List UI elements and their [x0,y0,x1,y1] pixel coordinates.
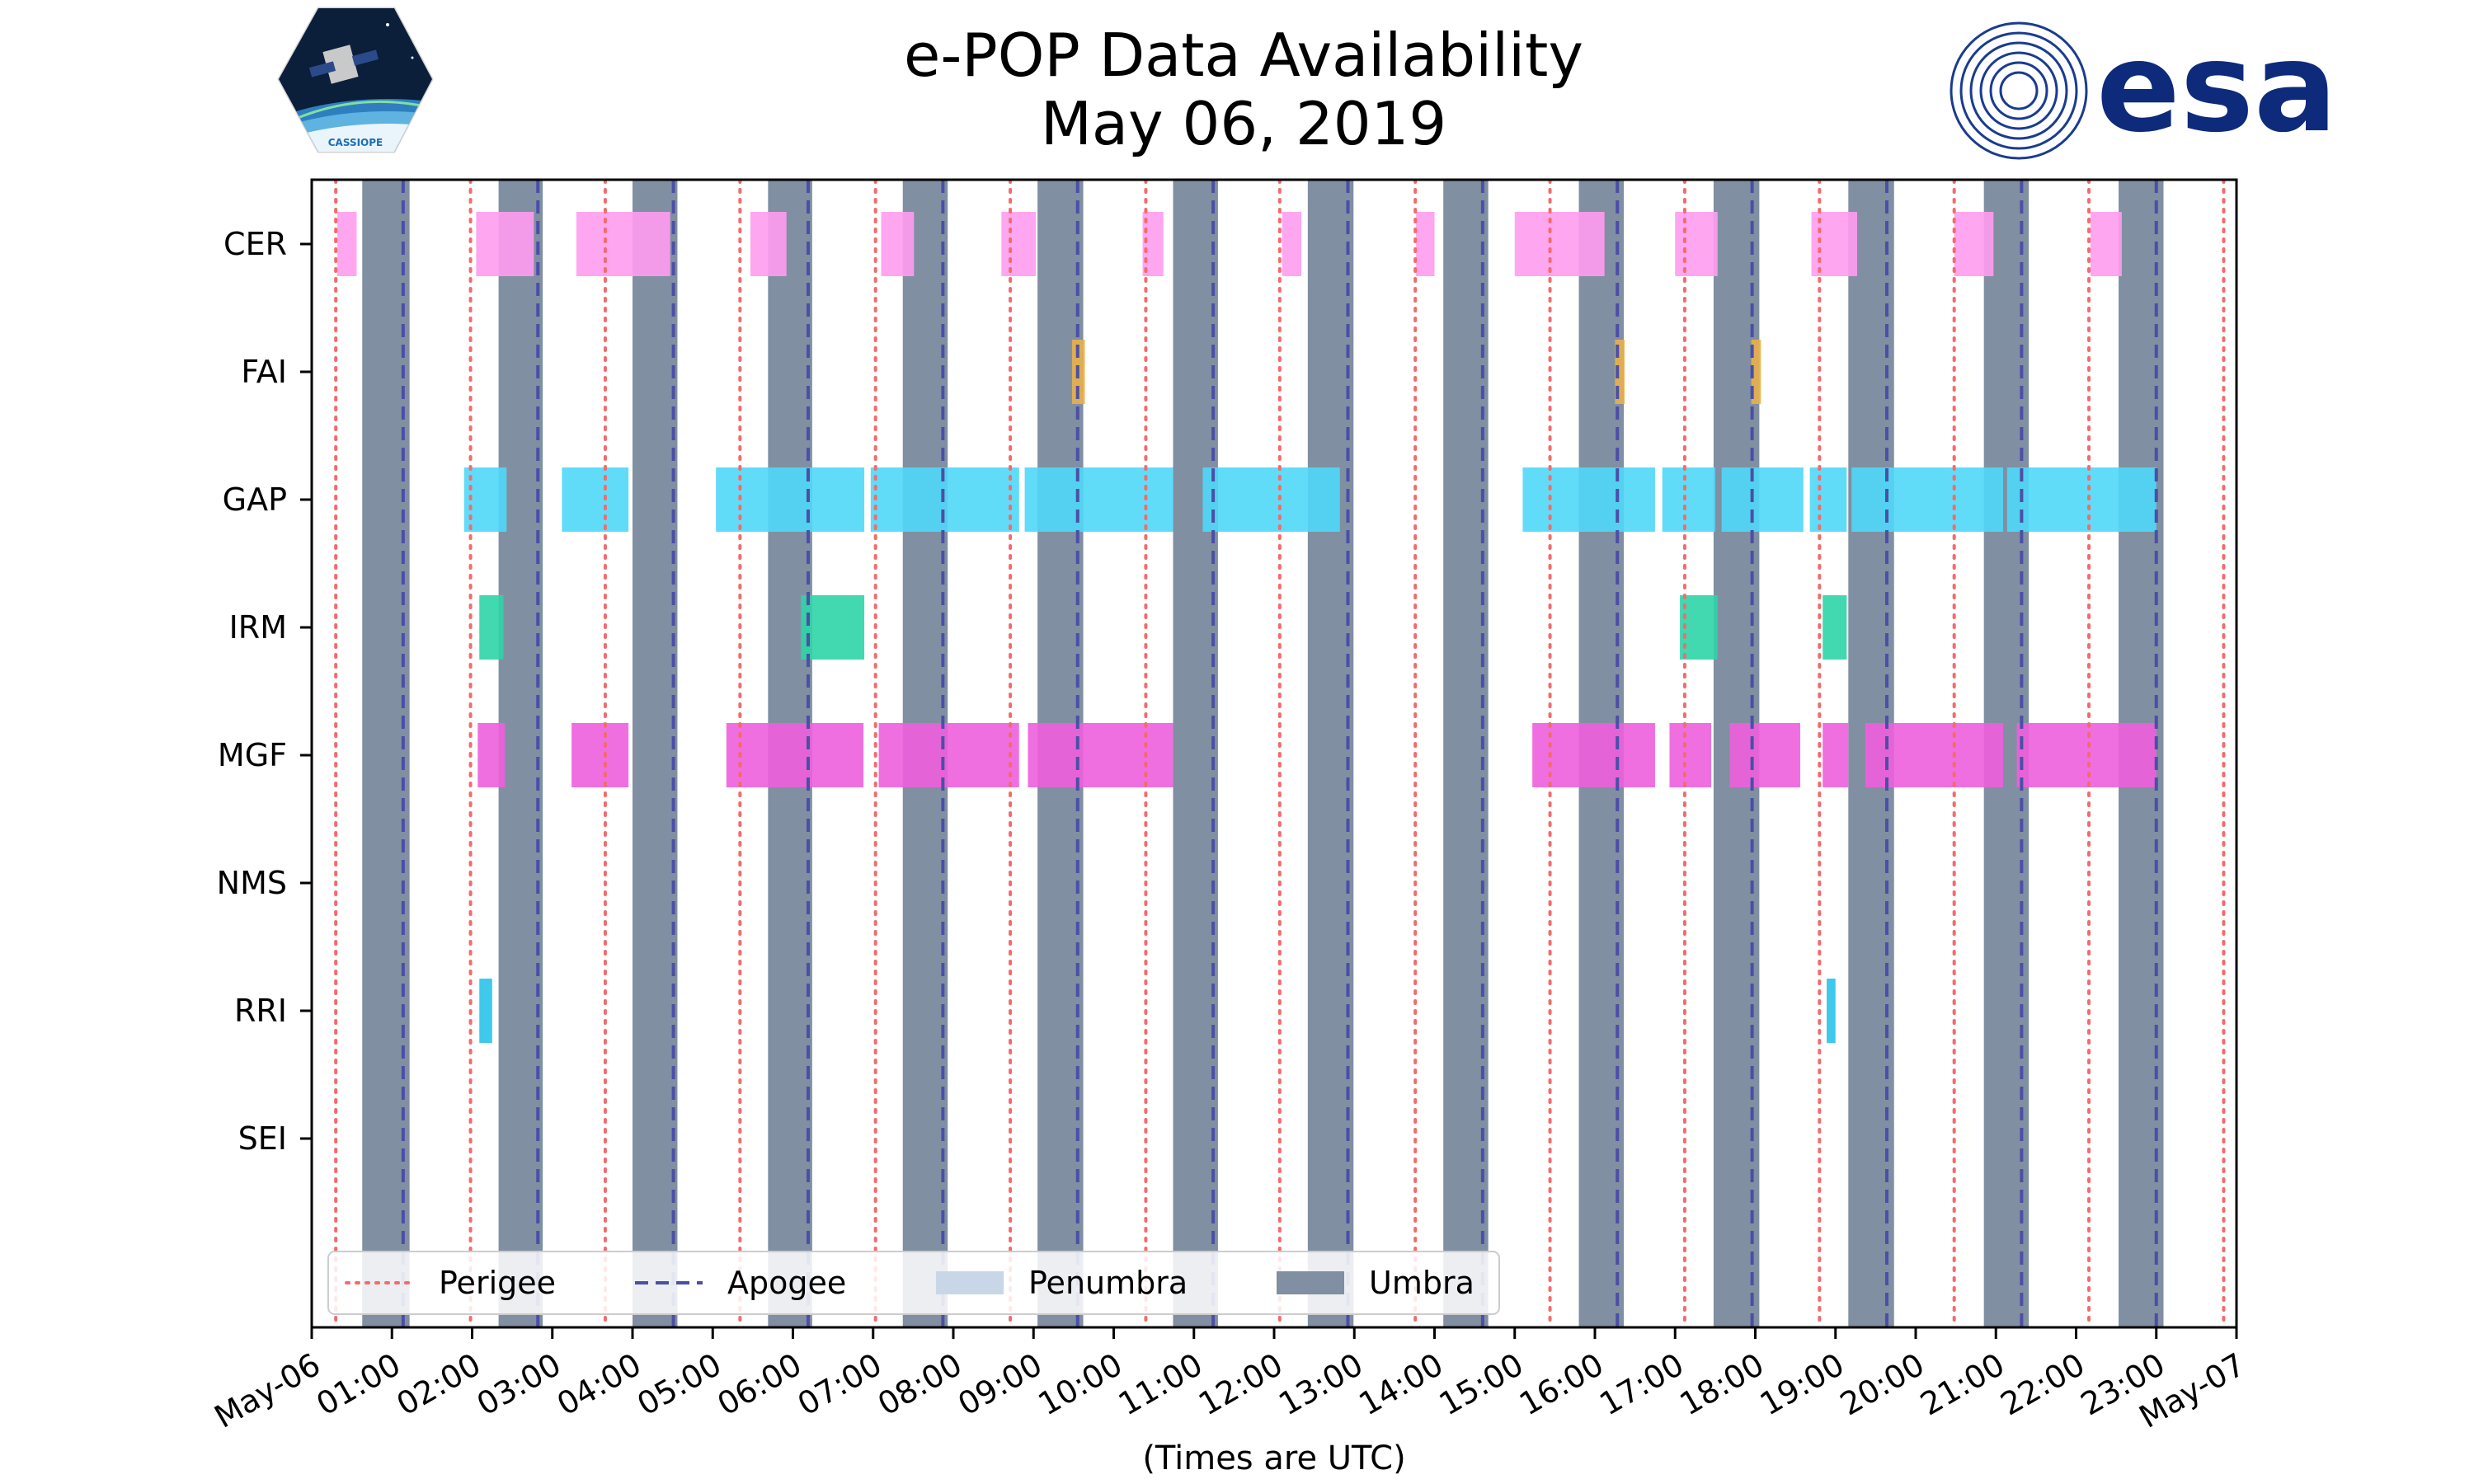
y-tick-label-mgf: MGF [218,737,287,773]
y-tick-label-nms: NMS [217,865,287,901]
y-axis: CER FAI GAP IRM MGF NMS RRI SEI [217,226,312,1157]
esa-logo: esa [1950,16,2337,160]
gap-bar-2 [562,467,629,532]
gap-bar-12 [2006,467,2157,532]
x-tick-label-16: 15:00 [1433,1346,1530,1423]
gap-bar-7 [1522,467,1655,532]
legend-label-penumbra: Penumbra [1028,1265,1188,1301]
orbit-lines [334,180,2226,1327]
cassiope-caption: CASSIOPE [328,137,383,148]
x-tick-label-19: 18:00 [1673,1346,1770,1423]
gap-bar-8 [1662,467,1715,532]
irm-bar-2 [801,595,865,660]
x-tick-label-9: 08:00 [872,1346,968,1423]
x-axis-label: (Times are UTC) [1142,1439,1405,1477]
gap-bar-11 [1851,467,2004,532]
legend-label-umbra: Umbra [1369,1265,1475,1301]
y-tick-label-rri: RRI [234,993,287,1029]
mgf-bar-9 [1823,723,1849,787]
y-tick-label-sei: SEI [238,1120,287,1157]
irm-bar-4 [1823,595,1847,660]
cer-bar-5 [881,212,915,276]
rri-bar-1 [479,979,492,1043]
y-tick-label-cer: CER [223,226,287,262]
cer-bar-1 [337,212,357,276]
x-tick-label-2: 01:00 [310,1346,407,1423]
mgf-bar-7 [1669,723,1712,787]
x-tick-label-8: 07:00 [792,1346,888,1423]
cer-bar-3 [576,212,670,276]
x-tick-label-1: May-06 [209,1346,327,1435]
x-tick-label-13: 12:00 [1192,1346,1289,1423]
legend-label-apogee: Apogee [727,1265,846,1301]
umbra-band-3 [633,180,678,1327]
umbra-band-7 [1173,180,1218,1327]
x-tick-label-10: 09:00 [952,1346,1048,1423]
chart-subtitle: May 06, 2019 [1041,89,1446,158]
x-tick-label-23: 22:00 [1994,1346,2091,1423]
mgf-bar-2 [571,723,629,787]
cer-bar-10 [1514,212,1605,276]
chart-title: e-POP Data Availability [904,21,1583,90]
umbra-band-2 [498,180,543,1327]
gap-bar-10 [1809,467,1847,532]
cer-bar-6 [1001,212,1037,276]
gap-bar-3 [716,467,865,532]
legend-box [327,1251,1500,1315]
mgf-bar-11 [2016,723,2157,787]
x-tick-label-18: 17:00 [1593,1346,1690,1423]
instrument-bars [337,212,2157,1043]
legend-swatch-umbra [1277,1271,1344,1294]
x-axis: May-0601:0002:0003:0004:0005:0006:0007:0… [209,1327,2251,1435]
gap-bar-4 [870,467,1019,532]
cer-bar-11 [1675,212,1718,276]
x-tick-label-12: 11:00 [1112,1346,1209,1423]
y-tick-label-gap: GAP [223,481,287,518]
mgf-bar-8 [1729,723,1800,787]
gap-bar-6 [1202,467,1340,532]
x-tick-label-21: 20:00 [1834,1346,1931,1423]
gap-bar-5 [1024,467,1174,532]
irm-bar-1 [479,595,504,660]
cer-bar-9 [1416,212,1435,276]
mgf-bar-4 [878,723,1019,787]
mgf-bar-1 [477,723,506,787]
legend-label-perigee: Perigee [439,1265,556,1301]
x-tick-label-20: 19:00 [1754,1346,1851,1423]
x-tick-label-15: 14:00 [1352,1346,1449,1423]
legend: Perigee Apogee Penumbra Umbra [327,1251,1500,1315]
x-tick-label-7: 06:00 [711,1346,807,1423]
mgf-bar-10 [1865,723,2004,787]
umbra-band-8 [1307,180,1354,1327]
cer-bar-13 [1954,212,1994,276]
x-tick-label-22: 21:00 [1914,1346,2011,1423]
cer-bar-14 [2091,212,2122,276]
x-tick-label-6: 05:00 [631,1346,727,1423]
x-tick-label-17: 16:00 [1513,1346,1610,1423]
rri-bar-2 [1827,979,1836,1043]
x-tick-label-4: 03:00 [471,1346,567,1423]
legend-swatch-penumbra [936,1271,1004,1294]
fai-bar-2 [1615,340,1625,404]
umbra-band-9 [1443,180,1489,1327]
mgf-bar-6 [1532,723,1655,787]
esa-wordmark: esa [2096,16,2337,160]
mgf-bar-3 [726,723,864,787]
fai-bar-3 [1751,340,1761,404]
x-tick-label-5: 04:00 [551,1346,647,1423]
mgf-bar-5 [1028,723,1174,787]
x-tick-label-14: 13:00 [1272,1346,1369,1423]
gap-bar-9 [1721,467,1804,532]
esa-swirl-icon [1950,21,2088,160]
x-tick-label-11: 10:00 [1032,1346,1128,1423]
y-tick-label-fai: FAI [241,354,287,390]
y-tick-label-irm: IRM [229,609,287,646]
cer-bar-2 [476,212,534,276]
x-tick-label-3: 02:00 [390,1346,487,1423]
cer-bar-8 [1282,212,1302,276]
cer-bar-4 [750,212,787,276]
